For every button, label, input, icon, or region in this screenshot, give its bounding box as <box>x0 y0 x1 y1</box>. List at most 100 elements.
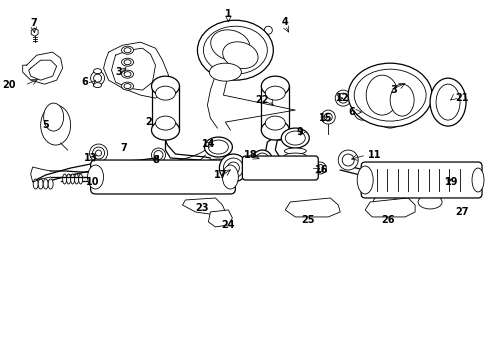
Circle shape <box>403 78 411 86</box>
Circle shape <box>252 150 272 170</box>
Text: 10: 10 <box>86 177 99 187</box>
Circle shape <box>154 150 163 159</box>
Text: 24: 24 <box>221 220 235 230</box>
Circle shape <box>227 162 239 174</box>
Text: 7: 7 <box>30 18 37 28</box>
Ellipse shape <box>285 131 305 145</box>
Ellipse shape <box>210 30 249 60</box>
Ellipse shape <box>124 72 131 77</box>
Polygon shape <box>285 198 340 217</box>
Ellipse shape <box>372 195 396 209</box>
Ellipse shape <box>66 174 70 184</box>
Text: 2: 2 <box>145 117 152 127</box>
Ellipse shape <box>206 169 229 175</box>
Circle shape <box>324 113 331 121</box>
Text: 15: 15 <box>318 113 331 123</box>
Polygon shape <box>208 210 232 227</box>
Ellipse shape <box>284 158 305 164</box>
Text: 6: 6 <box>348 107 354 117</box>
Ellipse shape <box>48 179 53 189</box>
Ellipse shape <box>347 63 431 127</box>
Ellipse shape <box>38 179 43 189</box>
Circle shape <box>89 144 107 162</box>
Ellipse shape <box>353 69 425 121</box>
Ellipse shape <box>207 179 229 185</box>
Text: 6: 6 <box>81 77 88 87</box>
Text: 27: 27 <box>454 207 468 217</box>
Ellipse shape <box>265 116 285 130</box>
Ellipse shape <box>385 120 394 126</box>
Polygon shape <box>31 28 38 36</box>
Ellipse shape <box>471 168 483 192</box>
Circle shape <box>448 172 460 184</box>
Ellipse shape <box>206 159 230 165</box>
Text: 1: 1 <box>224 9 231 19</box>
Text: 12: 12 <box>335 93 348 103</box>
Ellipse shape <box>222 165 238 189</box>
Circle shape <box>219 154 247 182</box>
Ellipse shape <box>207 174 229 180</box>
Circle shape <box>321 110 335 124</box>
Ellipse shape <box>124 84 131 89</box>
Ellipse shape <box>261 120 289 140</box>
Text: 23: 23 <box>195 203 209 213</box>
Ellipse shape <box>79 174 82 184</box>
Ellipse shape <box>122 82 133 90</box>
Text: 22: 22 <box>254 95 268 105</box>
Ellipse shape <box>155 116 175 130</box>
FancyBboxPatch shape <box>90 160 235 194</box>
FancyBboxPatch shape <box>242 156 318 180</box>
Ellipse shape <box>197 20 273 80</box>
Ellipse shape <box>204 137 232 157</box>
Ellipse shape <box>389 84 413 116</box>
Text: 5: 5 <box>42 120 49 130</box>
Circle shape <box>223 158 243 178</box>
Ellipse shape <box>70 174 75 184</box>
Ellipse shape <box>356 108 366 116</box>
Circle shape <box>445 169 463 187</box>
Ellipse shape <box>261 76 289 96</box>
Text: 20: 20 <box>2 80 16 90</box>
Circle shape <box>314 162 325 174</box>
Circle shape <box>90 71 104 85</box>
Ellipse shape <box>43 103 63 131</box>
Ellipse shape <box>206 164 230 170</box>
Circle shape <box>400 75 414 89</box>
Ellipse shape <box>93 69 102 74</box>
Text: 11: 11 <box>367 150 381 160</box>
Ellipse shape <box>62 174 66 184</box>
Ellipse shape <box>382 118 397 128</box>
Text: 21: 21 <box>454 93 468 103</box>
Ellipse shape <box>151 76 179 96</box>
Circle shape <box>151 148 165 162</box>
Text: 7: 7 <box>121 143 127 153</box>
Ellipse shape <box>209 63 241 81</box>
Text: 16: 16 <box>315 165 328 175</box>
Circle shape <box>316 165 323 171</box>
Ellipse shape <box>155 86 175 100</box>
Ellipse shape <box>122 46 133 54</box>
Ellipse shape <box>41 105 70 145</box>
Text: 19: 19 <box>444 177 458 187</box>
Ellipse shape <box>284 153 305 159</box>
FancyBboxPatch shape <box>361 162 481 198</box>
Text: 9: 9 <box>296 127 303 137</box>
Ellipse shape <box>284 148 305 154</box>
Ellipse shape <box>33 179 38 189</box>
Circle shape <box>338 150 358 170</box>
Ellipse shape <box>122 70 133 78</box>
Ellipse shape <box>124 60 131 65</box>
Ellipse shape <box>356 166 372 194</box>
Circle shape <box>93 74 102 82</box>
Circle shape <box>95 150 102 156</box>
Text: 26: 26 <box>381 215 394 225</box>
Ellipse shape <box>429 78 465 126</box>
Circle shape <box>353 104 369 120</box>
Circle shape <box>342 154 353 166</box>
Ellipse shape <box>208 140 228 154</box>
Ellipse shape <box>265 86 285 100</box>
Ellipse shape <box>417 195 441 209</box>
Text: 18: 18 <box>243 150 257 160</box>
Text: 14: 14 <box>201 139 215 149</box>
Ellipse shape <box>281 128 308 148</box>
